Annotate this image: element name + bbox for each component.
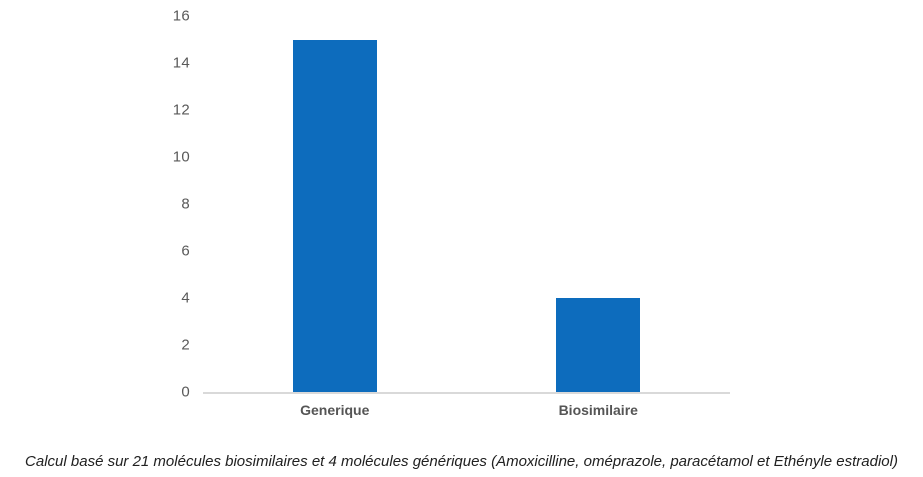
y-tick-label: 16	[172, 7, 190, 25]
y-tick-label: 2	[181, 336, 190, 354]
y-tick-label: 12	[172, 101, 190, 119]
x-category-label: Generique	[300, 402, 370, 418]
y-tick-label: 8	[181, 195, 190, 213]
y-tick-label: 0	[181, 383, 190, 401]
y-tick-label: 6	[181, 242, 190, 260]
plot-area	[203, 16, 730, 394]
bar-biosimilaire	[556, 298, 641, 392]
y-tick-label: 10	[172, 148, 190, 166]
x-category-label: Biosimilaire	[558, 402, 638, 418]
chart-caption: Calcul basé sur 21 molécules biosimilair…	[25, 453, 898, 470]
x-axis: Generique Biosimilaire	[203, 402, 730, 424]
bar-generique	[292, 39, 377, 392]
y-tick-label: 14	[172, 54, 190, 72]
y-axis: 0 2 4 6 8 10 12 14 16	[0, 8, 190, 401]
y-tick-label: 4	[181, 289, 190, 307]
